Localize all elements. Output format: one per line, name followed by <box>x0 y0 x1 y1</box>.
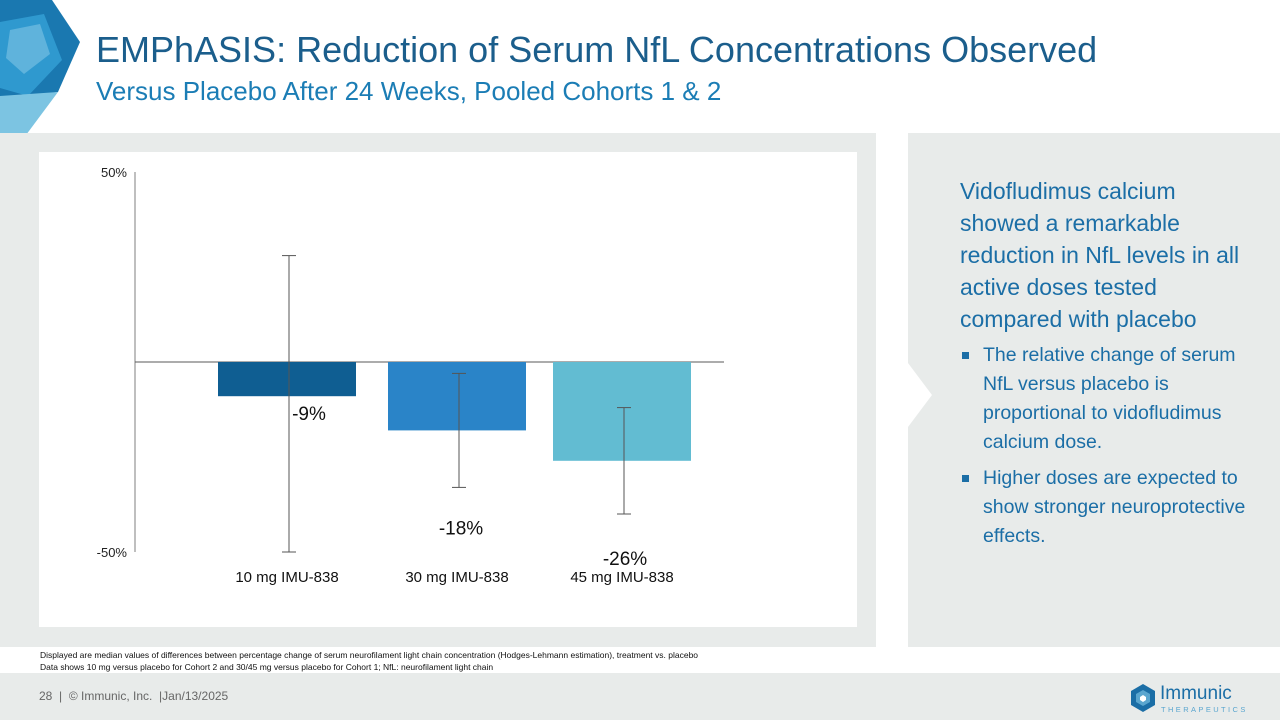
panel-notch <box>908 363 932 427</box>
chart-area: 50% -50% -9% 10 mg IMU-838 -18% 30 mg IMU-838… <box>39 152 857 627</box>
page-number: 28 <box>39 689 53 703</box>
page-subtitle: Versus Placebo After 24 Weeks, Pooled Co… <box>96 76 722 106</box>
summary-bullet-text: Higher doses are expected to show strong… <box>983 467 1246 547</box>
footer-info: 28 | © Immunic, Inc. |Jan/13/2025 <box>39 689 228 703</box>
summary-headline: Vidofludimus calcium showed a remarkable… <box>960 178 1240 332</box>
bar-chart: 50% -50% -9% 10 mg IMU-838 -18% 30 mg IMU-838… <box>97 165 724 586</box>
x-tick-label: 30 mg IMU-838 <box>405 569 508 586</box>
bar <box>553 362 691 461</box>
footer: 28 | © Immunic, Inc. |Jan/13/2025 Immuni… <box>0 673 1280 720</box>
footnotes: Displayed are median values of differenc… <box>40 649 698 673</box>
square-bullet-icon <box>962 352 969 359</box>
copyright: © Immunic, Inc. <box>68 689 153 703</box>
footer-separator: | <box>59 689 63 703</box>
summary-panel: Vidofludimus calcium showed a remarkable… <box>908 133 1280 647</box>
summary-bullets: The relative change of serum NfL versus … <box>960 341 1270 558</box>
page-title: EMPhASIS: Reduction of Serum NfL Concent… <box>96 29 1098 70</box>
logo-mark-icon <box>1131 684 1155 712</box>
square-bullet-icon <box>962 475 969 482</box>
data-label: -18% <box>439 518 483 539</box>
y-tick-label: -50% <box>97 545 128 560</box>
bar <box>218 362 356 397</box>
footer-date: Jan/13/2025 <box>162 689 229 703</box>
data-label: -26% <box>603 549 647 570</box>
logo-name: Immunic <box>1160 683 1232 704</box>
footnote-line: Displayed are median values of differenc… <box>40 650 699 660</box>
summary-bullet-text: The relative change of serum NfL versus … <box>983 344 1236 453</box>
company-logo: Immunic THERAPEUTICS <box>1130 681 1250 715</box>
bar <box>388 362 526 431</box>
x-tick-label: 10 mg IMU-838 <box>235 569 338 586</box>
x-tick-label: 45 mg IMU-838 <box>570 569 673 586</box>
logo-tagline: THERAPEUTICS <box>1161 705 1248 714</box>
data-label: -9% <box>292 404 326 425</box>
summary-bullet: Higher doses are expected to show strong… <box>960 464 1270 551</box>
y-tick-label: 50% <box>101 165 127 180</box>
summary-bullet: The relative change of serum NfL versus … <box>960 341 1270 457</box>
footer-separator: | <box>159 689 163 703</box>
footnote-line: Data shows 10 mg versus placebo for Coho… <box>40 662 494 672</box>
